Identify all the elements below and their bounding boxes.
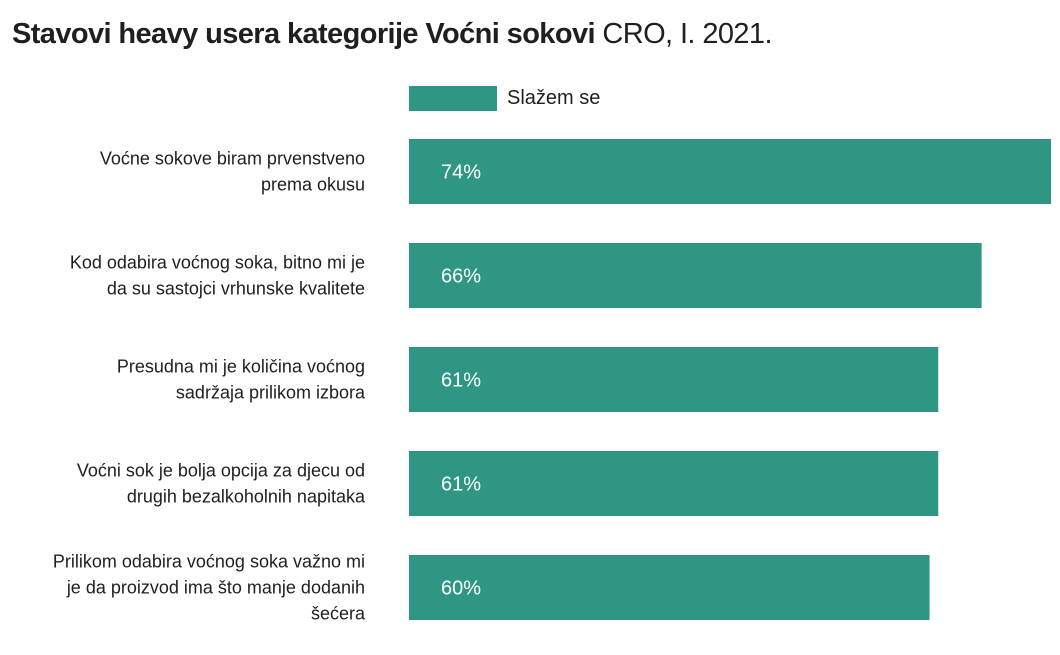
chart-title-sub: CRO, I. 2021. [602,18,772,50]
bar [409,347,939,412]
category-label-line: Prilikom odabira voćnog soka važno mi [53,552,365,572]
bar [409,139,1051,204]
category-label: Voćni sok je bolja opcija za djecu od dru… [77,461,366,507]
legend-label: Slažem se [507,87,601,109]
bar [409,243,982,308]
category-label-line: sadržaja prilikom izbora [176,383,366,403]
category-label-line: prema okusu [261,175,365,195]
chart-title-main: Stavovi heavy usera kategorije Voćni sok… [12,18,596,50]
category-label: Presudna mi je količina voćnog sadržaja p… [117,357,366,403]
category-label-line: drugih bezalkoholnih napitaka [127,487,366,507]
bar-value-label: 61% [441,474,481,496]
category-label-line: Voćni sok je bolja opcija za djecu od [77,461,365,481]
category-label-line: da su sastojci vrhunske kvalitete [107,279,365,299]
category-label-line: Presudna mi je količina voćnog [117,357,365,377]
category-label-line: je da proizvod ima što manje dodanih [66,578,365,598]
bar [409,555,930,620]
bar-value-label: 61% [441,370,481,392]
bar-value-label: 74% [441,162,481,184]
category-label-line: Kod odabira voćnog soka, bitno mi je [70,253,365,273]
category-label-line: šećera [311,604,366,624]
bar [409,451,939,516]
category-label: Voćne sokove biram prvenstveno prema okus… [100,149,365,195]
category-label: Kod odabira voćnog soka, bitno mi je da s… [70,253,365,299]
bar-value-label: 66% [441,266,481,288]
category-label-line: Voćne sokove biram prvenstveno [100,149,365,169]
legend: Slažem se [409,86,600,111]
bar-value-label: 60% [441,578,481,600]
legend-swatch [409,86,497,111]
category-label: Prilikom odabira voćnog soka važno mi je … [53,552,366,624]
chart-title: Stavovi heavy usera kategorije Voćni sok… [12,14,773,54]
